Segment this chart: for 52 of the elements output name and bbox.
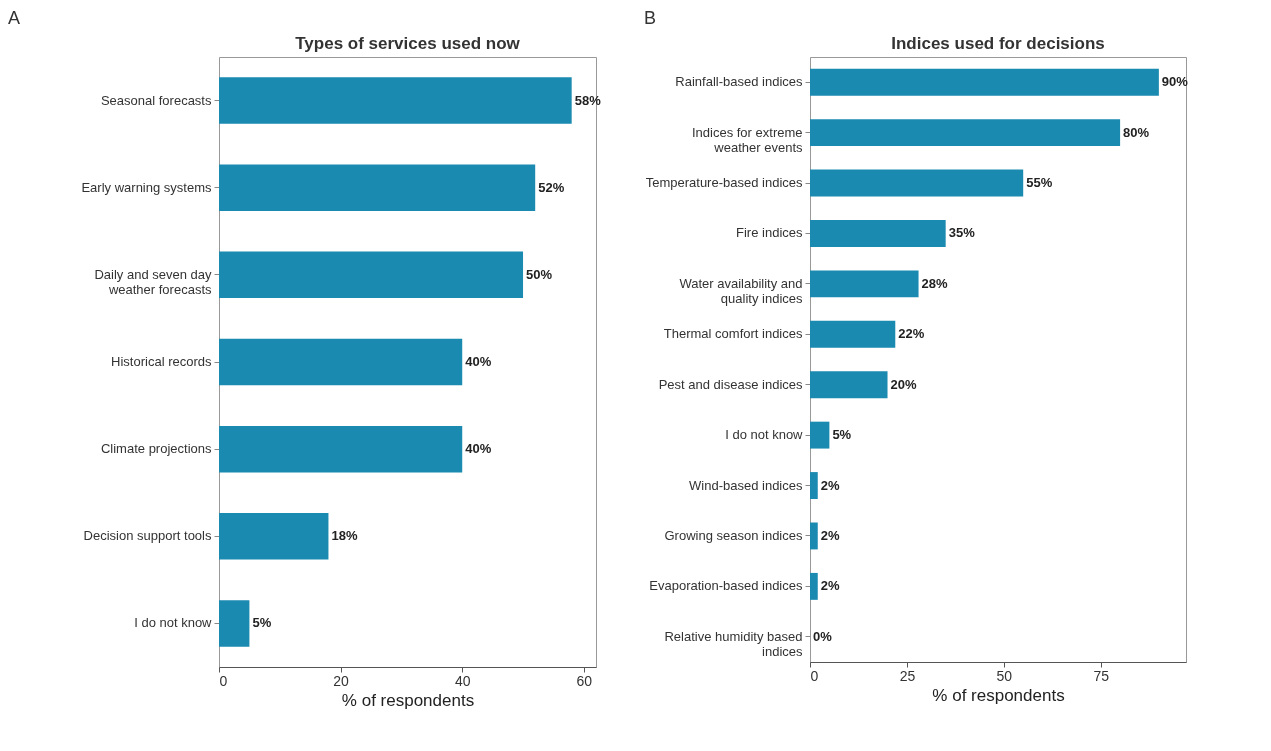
y-tick-label: Growing season indices — [664, 527, 803, 543]
y-tick-label: Daily and seven day weather forecasts — [94, 266, 212, 297]
y-tick-label: Pest and disease indices — [658, 376, 803, 392]
x-tick-label: 50 — [996, 667, 1013, 684]
data-label: 80% — [1123, 124, 1150, 140]
x-tick-label: 25 — [899, 667, 916, 684]
data-label: 5% — [252, 615, 272, 631]
y-tick-label: Water availability and quality indices — [679, 275, 803, 306]
y-tick-label: Historical records — [111, 354, 212, 369]
y-tick-label: I do not know — [134, 615, 213, 631]
data-label: 18% — [331, 528, 358, 544]
data-label: 90% — [1161, 74, 1189, 90]
data-label: 35% — [948, 225, 976, 241]
x-axis-title: % of respondents — [341, 690, 475, 710]
y-tick-label: Early warning systems — [81, 179, 212, 195]
data-label: 2% — [820, 477, 840, 493]
y-tick-label: Rainfall-based indices — [675, 74, 803, 90]
data-label: 40% — [465, 441, 492, 457]
data-label: 55% — [1026, 175, 1053, 191]
y-tick-label: Fire indices — [736, 225, 803, 241]
data-label: 22% — [898, 326, 925, 342]
x-tick-label: 0 — [219, 672, 228, 689]
chart-title: Indices used for decisions — [891, 34, 1105, 53]
x-axis-title: % of respondents — [932, 685, 1065, 705]
data-label: 52% — [538, 179, 565, 195]
data-label: 0% — [813, 628, 833, 644]
y-tick-label: Relative humidity based indices — [664, 628, 803, 659]
y-tick-label: Evaporation-based indices — [649, 578, 803, 594]
text: B — [644, 8, 657, 29]
data-label: 50% — [526, 266, 553, 282]
y-tick-label: Climate projections — [100, 441, 212, 457]
x-tick-label: 20 — [333, 672, 350, 689]
y-tick-label: Wind-based indices — [689, 477, 803, 493]
y-tick-label: Decision support tools — [83, 528, 212, 544]
data-label: 58% — [574, 92, 602, 108]
x-tick-label: 0 — [810, 667, 819, 684]
data-label: 28% — [921, 275, 948, 291]
data-label: 2% — [820, 527, 840, 543]
y-tick-label: I do not know — [725, 427, 804, 443]
y-tick-label: Indices for extreme weather events — [691, 124, 803, 155]
x-tick-label: 75 — [1093, 667, 1110, 684]
text: A — [8, 8, 21, 29]
data-label: 20% — [890, 376, 917, 392]
x-tick-label: 40 — [454, 672, 471, 689]
y-tick-label: Seasonal forecasts — [100, 92, 212, 108]
y-tick-label: Thermal comfort indices — [663, 326, 803, 342]
data-label: 40% — [465, 354, 492, 369]
x-tick-label: 60 — [576, 672, 593, 689]
data-label: 2% — [820, 578, 840, 594]
data-label: 5% — [832, 427, 852, 443]
chart-title: Types of services used now — [295, 34, 521, 53]
y-tick-label: Temperature-based indices — [645, 175, 803, 191]
